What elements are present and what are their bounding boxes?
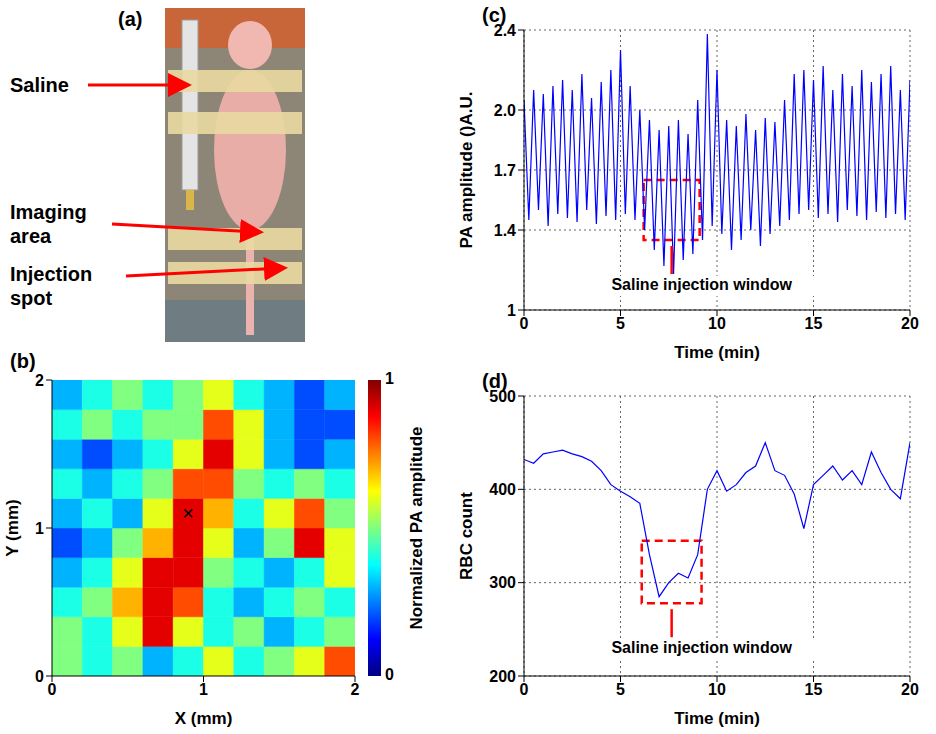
svg-text:1: 1 [507,302,516,319]
svg-text:15: 15 [805,681,823,698]
html-text:(a): (a) [118,8,143,30]
svg-text:20: 20 [901,315,919,332]
svg-text:Normalized PA amplitude: Normalized PA amplitude [407,426,426,629]
svg-text:1.4: 1.4 [494,222,516,239]
svg-text:2: 2 [351,681,360,698]
svg-text:Time (min): Time (min) [674,343,760,362]
html-text:Imaging area: Imaging area [10,201,87,247]
svg-text:1: 1 [35,520,44,537]
svg-text:2: 2 [35,372,44,389]
svg-text:0: 0 [35,668,44,685]
html-text:Saline: Saline [10,74,69,96]
svg-text:500: 500 [489,388,516,405]
svg-text:Saline injection window: Saline injection window [611,276,792,293]
svg-text:Y (mm): Y (mm) [3,499,22,556]
svg-text:2.4: 2.4 [494,22,516,39]
svg-text:1: 1 [199,681,208,698]
svg-text:10: 10 [708,681,726,698]
html-text:Injection spot: Injection spot [10,263,93,309]
svg-text:Saline injection window: Saline injection window [611,639,792,656]
svg-text:0: 0 [48,681,57,698]
svg-text:RBC count: RBC count [457,492,476,580]
html-text:(d): (d) [482,370,508,392]
svg-text:Time (min): Time (min) [674,709,760,728]
svg-text:300: 300 [489,574,516,591]
svg-text:1: 1 [385,370,394,387]
svg-text:0: 0 [520,681,529,698]
svg-text:15: 15 [805,315,823,332]
svg-text:0: 0 [520,315,529,332]
svg-text:5: 5 [616,315,625,332]
html-text:(b): (b) [10,350,36,372]
svg-text:PA amplitude ()A.U.: PA amplitude ()A.U. [457,92,476,249]
svg-text:400: 400 [489,481,516,498]
svg-text:20: 20 [901,681,919,698]
svg-text:10: 10 [708,315,726,332]
html-text:(c): (c) [482,4,507,26]
svg-text:200: 200 [489,668,516,685]
svg-text:2.0: 2.0 [494,102,516,119]
svg-text:0: 0 [385,666,394,683]
svg-text:1.7: 1.7 [494,162,516,179]
svg-text:5: 5 [616,681,625,698]
svg-text:X (mm): X (mm) [175,709,233,728]
